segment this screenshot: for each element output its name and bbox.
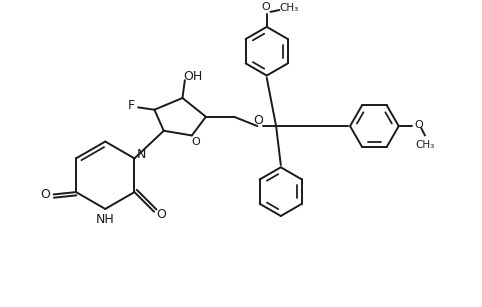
Text: O: O (254, 114, 263, 127)
Text: N: N (136, 148, 146, 161)
Text: CH₃: CH₃ (415, 140, 435, 150)
Text: CH₃: CH₃ (279, 3, 298, 13)
Text: O: O (414, 120, 423, 130)
Text: O: O (191, 137, 200, 147)
Text: O: O (40, 188, 50, 201)
Text: O: O (261, 2, 270, 12)
Text: F: F (127, 99, 134, 111)
Text: O: O (156, 208, 166, 221)
Text: NH: NH (96, 213, 115, 226)
Text: OH: OH (184, 70, 203, 84)
